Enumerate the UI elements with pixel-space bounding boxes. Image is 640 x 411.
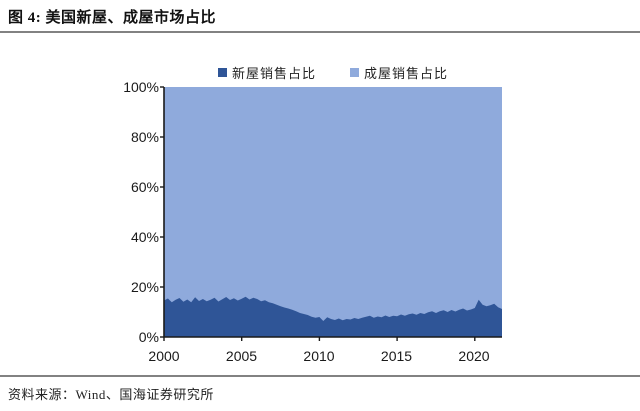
x-axis-tick-label: 2015	[380, 348, 413, 364]
x-axis-tick-label: 2020	[458, 348, 490, 364]
legend-item-new-homes: 新屋销售占比	[217, 63, 316, 82]
y-axis-tick-label: 20%	[130, 279, 159, 295]
chart-legend: 新屋销售占比 成屋销售占比	[164, 63, 502, 82]
legend-swatch-new-homes-icon	[217, 68, 227, 77]
legend-swatch-existing-homes-icon	[350, 68, 359, 77]
source-note: 资料来源：Wind、国海证券研究所	[8, 387, 214, 402]
y-axis-tick-label: 80%	[130, 129, 159, 145]
title-divider	[0, 31, 640, 33]
x-axis-tick-label: 2005	[225, 348, 258, 364]
figure-title: 图 4: 美国新屋、成屋市场占比	[8, 10, 216, 26]
y-axis-tick-label: 60%	[130, 179, 159, 195]
legend-item-existing-homes: 成屋销售占比	[350, 63, 448, 82]
x-axis-tick-label: 2010	[303, 348, 335, 364]
legend-label-new-homes: 新屋销售占比	[231, 66, 316, 81]
y-axis-tick-label: 100%	[123, 79, 159, 95]
y-axis-tick-label: 40%	[130, 229, 159, 245]
y-axis-tick-label: 0%	[138, 329, 159, 345]
source-divider	[0, 375, 640, 377]
legend-label-existing-homes: 成屋销售占比	[364, 66, 449, 81]
x-axis-tick-label: 2000	[148, 348, 180, 364]
